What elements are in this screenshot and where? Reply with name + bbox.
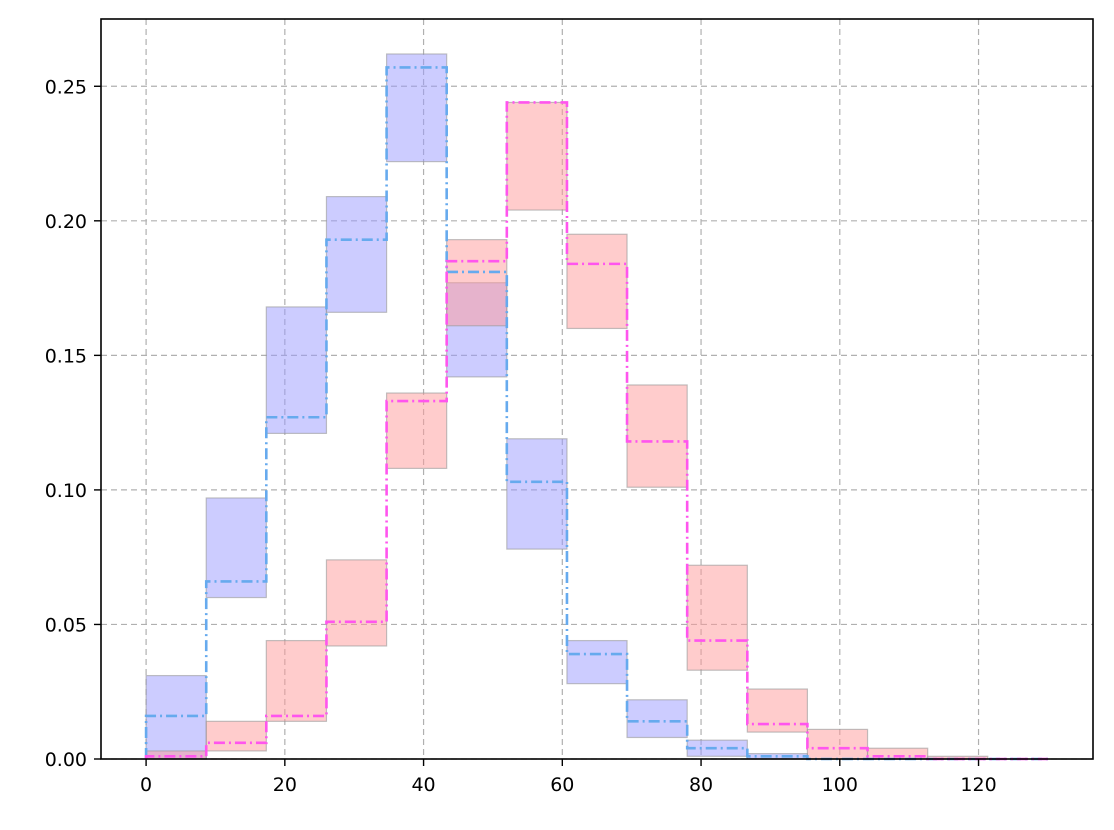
series-1-band — [566, 639, 628, 685]
series-2-band — [746, 688, 809, 733]
x-tick-label: 80 — [689, 774, 713, 796]
series-2-band — [506, 101, 568, 211]
y-tick-label: 0.20 — [45, 211, 87, 233]
series-1-band — [686, 739, 748, 757]
tick-layer: 0 20 40 60 80 100 120 0.00 0.05 0.10 0.15 0.20 0.25 — [45, 76, 997, 796]
series-1-band — [265, 306, 328, 435]
series-1-band — [145, 674, 207, 760]
series-2-band — [626, 384, 688, 488]
series-2-band — [145, 750, 207, 760]
x-tick-label: 20 — [273, 774, 297, 796]
x-tick-label: 40 — [411, 774, 435, 796]
series-1-band — [385, 53, 448, 163]
series-1-band — [325, 196, 388, 313]
series-2-band — [205, 720, 267, 752]
x-tick-label: 0 — [140, 774, 152, 796]
series-1-band — [506, 438, 568, 550]
x-tick-label: 60 — [550, 774, 574, 796]
series-2-band — [385, 392, 448, 469]
series-2-step-line — [144, 101, 1048, 761]
x-tick-label: 120 — [960, 774, 996, 796]
y-tick-label: 0.00 — [45, 749, 87, 771]
series-2-band — [686, 564, 748, 671]
series-1-band — [626, 699, 688, 739]
y-tick-label: 0.05 — [45, 614, 87, 636]
plot-frame — [100, 18, 1094, 760]
series-2-band — [566, 233, 628, 330]
series-1-step-line — [144, 66, 1048, 761]
series-2-band — [446, 239, 508, 327]
x-tick-label: 100 — [822, 774, 858, 796]
y-tick-label: 0.15 — [45, 345, 87, 367]
series-2-band — [806, 728, 869, 760]
y-tick-label: 0.25 — [45, 76, 87, 98]
line-layer — [144, 66, 1048, 761]
series-2-band — [265, 639, 328, 722]
series-2-band — [325, 559, 388, 647]
y-tick-label: 0.10 — [45, 480, 87, 502]
